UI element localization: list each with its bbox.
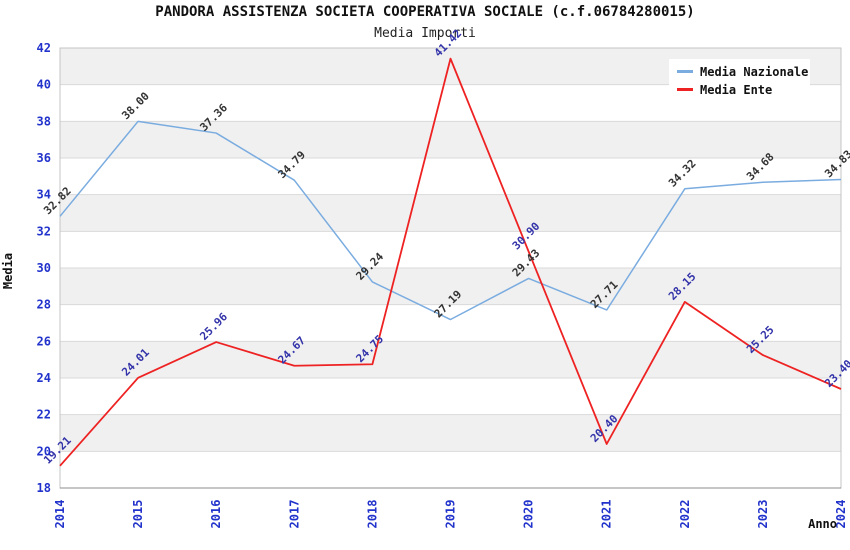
data-label: 38.00 (119, 90, 152, 123)
legend-label-media-nazionale: Media Nazionale (700, 64, 809, 79)
legend-item-media-nazionale[interactable]: Media Nazionale (669, 65, 810, 79)
y-axis-title: Media (1, 252, 15, 290)
x-tick-label[interactable]: 2021 (600, 500, 614, 529)
x-tick-label[interactable]: 2015 (131, 500, 145, 529)
chart-title: PANDORA ASSISTENZA SOCIETA COOPERATIVA S… (155, 4, 695, 20)
x-tick-label[interactable]: 2014 (53, 500, 67, 529)
chart-subtitle: Media Importi (374, 26, 476, 41)
y-tick-label: 32 (37, 224, 51, 238)
data-label: 25.96 (197, 310, 230, 343)
line-media-ente (59, 57, 842, 467)
y-tick-label: 28 (37, 298, 51, 312)
legend-label-media-ente: Media Ente (700, 82, 773, 97)
x-tick-label[interactable]: 2022 (678, 500, 692, 529)
y-tick-label: 22 (37, 408, 51, 422)
legend-item-media-ente[interactable]: Media Ente (669, 83, 810, 97)
x-tick-label[interactable]: 2023 (756, 500, 770, 529)
x-tick-label[interactable]: 2018 (365, 500, 379, 529)
x-tick-label[interactable]: 2019 (444, 500, 458, 529)
x-tick-label[interactable]: 2020 (522, 500, 536, 529)
plot-band (60, 121, 841, 158)
plot-band (60, 414, 841, 452)
y-tick-label: 30 (37, 261, 51, 275)
y-tick-label: 40 (37, 78, 51, 92)
legend: Media Nazionale Media Ente (669, 59, 810, 102)
plot-band (60, 194, 841, 232)
y-tick-label: 38 (37, 114, 51, 128)
y-tick-label: 18 (37, 481, 51, 495)
y-tick-label: 42 (37, 41, 51, 55)
y-tick-label: 34 (37, 188, 51, 202)
plot-band (60, 341, 841, 378)
plot-band (60, 268, 841, 305)
x-tick-label[interactable]: 2024 (834, 500, 848, 529)
data-label: 34.32 (666, 157, 699, 190)
y-tick-label: 24 (37, 371, 51, 385)
x-axis-title: Anno (808, 517, 837, 531)
y-tick-label: 36 (37, 151, 51, 165)
legend-swatch-media-ente-icon (677, 88, 693, 91)
y-tick-label: 26 (37, 334, 51, 348)
y-tick-label: 20 (37, 444, 51, 458)
legend-swatch-media-nazionale-icon (677, 70, 693, 73)
x-tick-label[interactable]: 2017 (287, 500, 301, 529)
x-tick-label[interactable]: 2016 (209, 500, 223, 529)
line-media-nazionale (59, 120, 842, 321)
